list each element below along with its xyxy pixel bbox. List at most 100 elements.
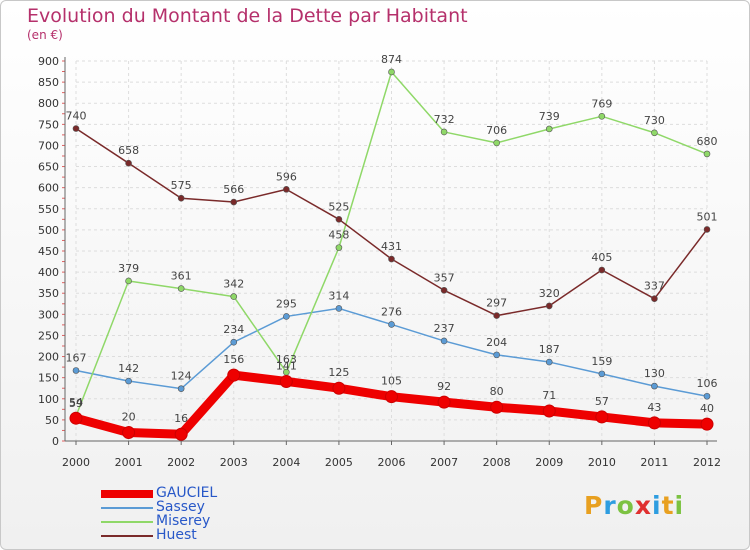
legend-item-miserey: Miserey — [101, 513, 301, 529]
data-point — [388, 68, 395, 76]
data-label: 525 — [328, 200, 349, 213]
y-tick-label: 700 — [38, 139, 59, 152]
proxiti-logo: Proxiti — [584, 491, 684, 520]
data-label: 124 — [171, 370, 192, 383]
data-point — [69, 411, 83, 425]
data-label: 187 — [539, 343, 560, 356]
x-tick-label: 2008 — [483, 456, 511, 469]
data-label: 874 — [381, 53, 402, 66]
logo-letter: x — [634, 491, 652, 520]
data-label: 314 — [328, 289, 349, 302]
data-label: 342 — [223, 278, 244, 291]
y-tick-label: 450 — [38, 245, 59, 258]
data-point — [595, 410, 609, 424]
data-point — [598, 113, 606, 120]
data-label: 80 — [490, 385, 504, 398]
legend-item-sassey: Sassey — [101, 499, 301, 515]
data-point — [545, 302, 553, 310]
y-tick-label: 400 — [38, 266, 59, 279]
y-tick-label: 150 — [38, 372, 59, 385]
chart-subtitle: (en €) — [27, 28, 63, 42]
data-label: 20 — [122, 411, 136, 424]
data-point — [388, 255, 395, 263]
data-label: 141 — [276, 359, 297, 372]
data-label: 769 — [591, 97, 612, 110]
data-point — [174, 427, 188, 441]
x-tick-label: 2007 — [430, 456, 458, 469]
legend-label: Sassey — [156, 499, 205, 515]
legend-item-gauciel: GAUCIEL — [101, 485, 301, 501]
data-point — [283, 186, 290, 193]
legend-label: Huest — [156, 527, 197, 543]
data-label: 680 — [697, 135, 718, 148]
data-point — [440, 128, 448, 136]
y-tick-label: 750 — [38, 118, 59, 131]
data-point — [703, 392, 711, 400]
data-point — [122, 426, 136, 440]
y-tick-label: 50 — [45, 414, 59, 427]
data-point — [440, 286, 448, 294]
data-label: 204 — [486, 336, 507, 349]
data-label: 596 — [276, 170, 297, 183]
data-label: 54 — [69, 396, 83, 409]
legend: GAUCIEL Sassey Miserey Huest — [101, 485, 301, 543]
x-tick-label: 2006 — [378, 456, 406, 469]
data-label: 57 — [595, 395, 609, 408]
data-point — [703, 150, 711, 158]
data-labels: 54 20 16 156 141 125 105 92 80 71 57 43 40 167 142 124 2… — [66, 53, 718, 425]
data-point — [493, 351, 500, 359]
data-point — [598, 266, 606, 274]
data-point — [440, 337, 448, 345]
data-label: 706 — [486, 124, 507, 137]
data-point — [125, 377, 132, 385]
data-point — [230, 338, 238, 346]
data-label: 106 — [697, 377, 718, 390]
data-point — [388, 321, 395, 328]
legend-item-huest: Huest — [101, 527, 301, 543]
data-point — [125, 277, 132, 285]
x-tick-label: 2012 — [693, 456, 721, 469]
x-tick-label: 2005 — [325, 456, 353, 469]
logo-letter: o — [616, 491, 635, 520]
x-tick-label: 2000 — [62, 456, 90, 469]
data-label: 566 — [223, 183, 244, 196]
data-label: 234 — [223, 323, 244, 336]
y-tick-label: 100 — [38, 393, 59, 406]
y-tick-label: 0 — [52, 435, 59, 448]
data-label: 320 — [539, 287, 560, 300]
data-label: 732 — [434, 113, 455, 126]
data-point — [335, 305, 343, 312]
data-point — [335, 216, 343, 223]
data-point — [651, 129, 658, 137]
x-tick-label: 2003 — [220, 456, 248, 469]
data-label: 501 — [697, 210, 718, 223]
data-point — [283, 313, 290, 320]
y-tick-label: 200 — [38, 351, 59, 364]
data-point — [335, 244, 343, 251]
data-label: 730 — [644, 114, 665, 127]
series-lines — [69, 68, 714, 441]
data-point — [437, 395, 451, 409]
legend-label: GAUCIEL — [156, 485, 218, 501]
legend-swatch — [101, 521, 153, 523]
data-label: 167 — [66, 351, 87, 364]
data-point — [598, 370, 606, 378]
data-label: 163 — [276, 353, 297, 366]
data-label: 458 — [328, 229, 349, 242]
data-label: 156 — [223, 353, 244, 366]
data-label: 337 — [644, 280, 665, 293]
y-tick-label: 250 — [38, 329, 59, 342]
data-label: 297 — [486, 297, 507, 310]
data-label: 295 — [276, 297, 297, 310]
logo-letter: t — [661, 491, 675, 520]
legend-swatch — [101, 507, 153, 509]
legend-label: Miserey — [156, 513, 211, 529]
y-tick-label: 600 — [38, 182, 59, 195]
data-point — [177, 285, 185, 292]
data-point — [703, 226, 711, 233]
data-label: 361 — [171, 270, 192, 283]
data-point — [545, 358, 553, 366]
data-label: 43 — [647, 401, 661, 414]
data-label: 59 — [69, 397, 83, 410]
